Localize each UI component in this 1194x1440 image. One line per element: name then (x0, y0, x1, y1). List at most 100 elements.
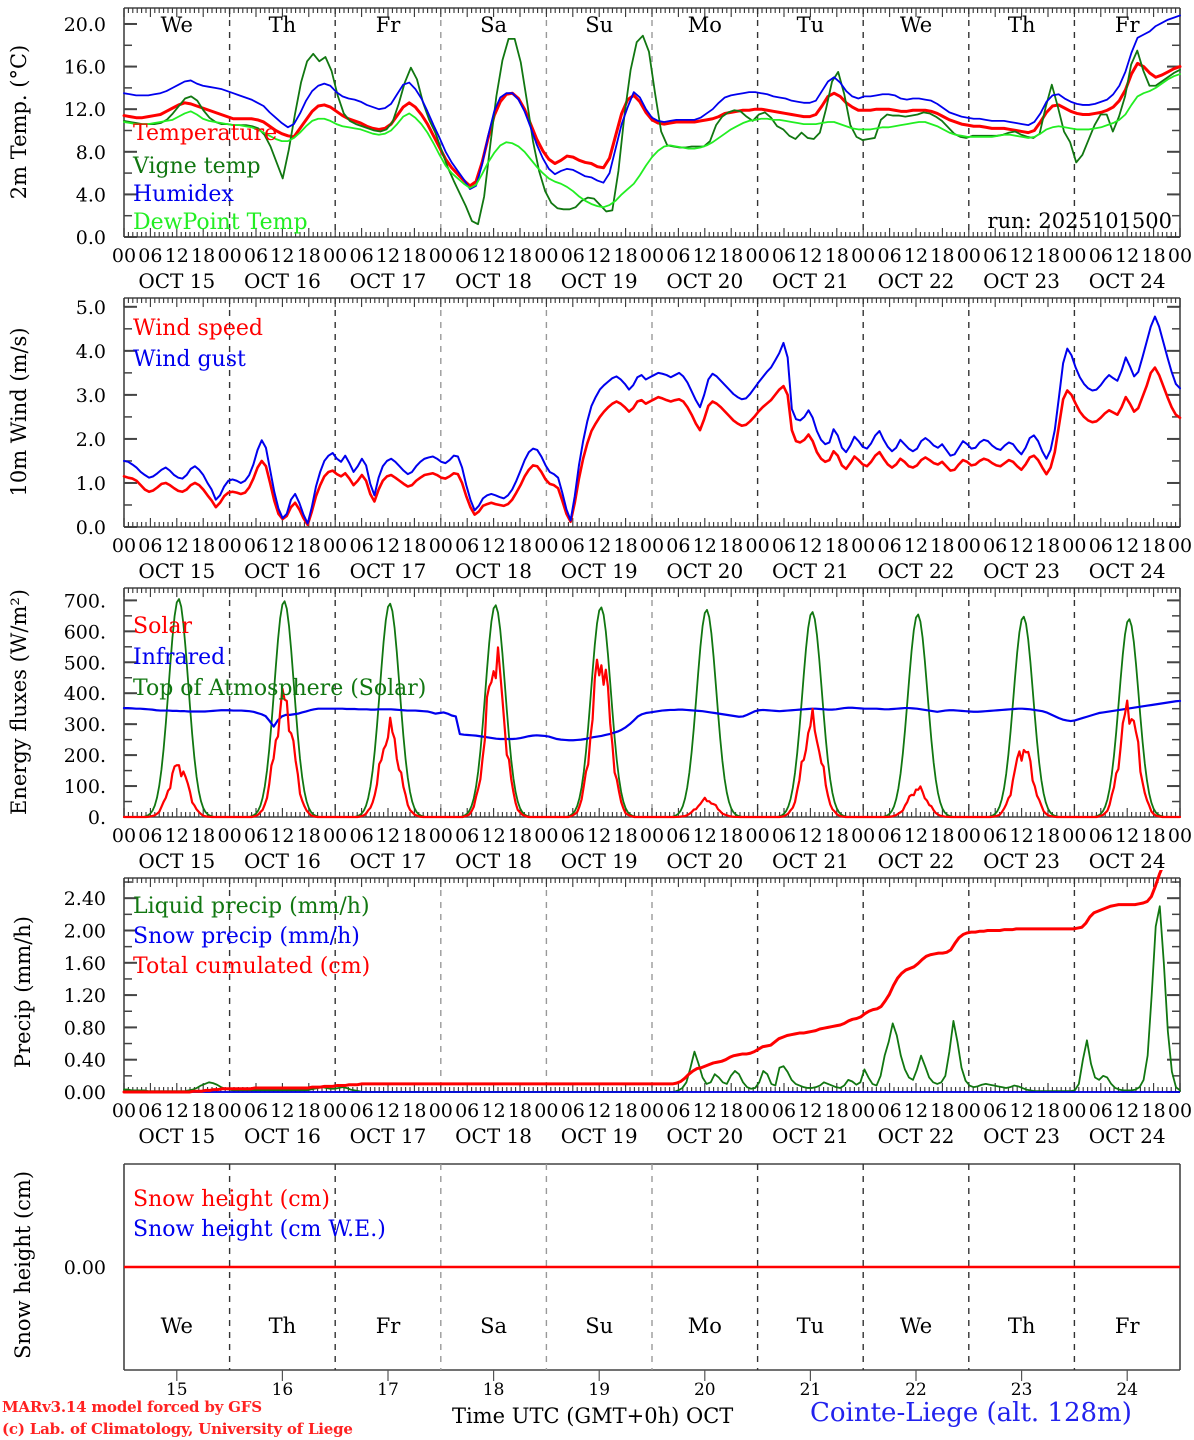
svg-text:18: 18 (930, 245, 954, 267)
svg-text:06: 06 (350, 1100, 374, 1122)
svg-text:12: 12 (270, 1100, 294, 1122)
energy-svg: Energy fluxes (W/m²) 0. 100. 200. 300. 400. 5… (7, 587, 1192, 870)
svg-text:06: 06 (878, 245, 902, 267)
svg-text:00: 00 (640, 245, 664, 267)
svg-text:OCT 23: OCT 23 (983, 269, 1060, 290)
svg-text:0.00: 0.00 (64, 1082, 106, 1104)
svg-text:12: 12 (587, 1100, 611, 1122)
snow-gridlines (228, 1164, 1076, 1370)
svg-text:06: 06 (244, 1100, 268, 1122)
svg-text:OCT 18: OCT 18 (455, 849, 532, 870)
x-axis-title: Time UTC (GMT+0h) OCT (452, 1404, 734, 1428)
svg-text:12: 12 (376, 535, 400, 557)
panel-energy-fluxes: Energy fluxes (W/m²) 0. 100. 200. 300. 400. 5… (0, 580, 1194, 870)
svg-text:00: 00 (534, 535, 558, 557)
svg-text:18: 18 (297, 825, 321, 847)
svg-text:1.0: 1.0 (76, 473, 106, 495)
svg-text:20.0: 20.0 (64, 14, 106, 36)
svg-text:12: 12 (376, 1100, 400, 1122)
svg-text:OCT 15: OCT 15 (138, 1124, 215, 1148)
svg-text:Fr: Fr (1115, 1314, 1141, 1338)
svg-text:18: 18 (614, 245, 638, 267)
svg-text:OCT 19: OCT 19 (561, 559, 638, 580)
svg-text:00: 00 (218, 245, 242, 267)
svg-text:OCT 18: OCT 18 (455, 1124, 532, 1148)
svg-text:Mo: Mo (688, 1314, 722, 1338)
svg-text:18: 18 (1036, 825, 1060, 847)
svg-text:12: 12 (376, 245, 400, 267)
svg-text:OCT 24: OCT 24 (1089, 269, 1166, 290)
svg-text:00: 00 (1062, 245, 1086, 267)
svg-text:2.0: 2.0 (76, 429, 106, 451)
svg-text:06: 06 (561, 825, 585, 847)
svg-text:06: 06 (455, 245, 479, 267)
svg-text:0.80: 0.80 (64, 1017, 106, 1039)
svg-text:18: 18 (1142, 825, 1166, 847)
svg-text:5.0: 5.0 (76, 297, 106, 319)
svg-text:OCT 21: OCT 21 (772, 849, 849, 870)
svg-text:Sa: Sa (480, 13, 507, 37)
svg-text:06: 06 (666, 535, 690, 557)
svg-text:18: 18 (483, 1380, 505, 1400)
svg-text:0.40: 0.40 (64, 1050, 106, 1072)
wind-x-ticks (123, 298, 1181, 527)
wind-ylabel: 10m Wind (m/s) (7, 327, 31, 496)
svg-text:06: 06 (878, 825, 902, 847)
svg-text:0.00: 0.00 (64, 1257, 106, 1279)
svg-text:06: 06 (244, 245, 268, 267)
svg-text:12: 12 (165, 1100, 189, 1122)
svg-text:12: 12 (904, 245, 928, 267)
svg-text:18: 18 (402, 1100, 426, 1122)
svg-text:06: 06 (1089, 1100, 1113, 1122)
svg-text:OCT 24: OCT 24 (1089, 1124, 1166, 1148)
svg-text:OCT 17: OCT 17 (350, 269, 427, 290)
svg-text:1.20: 1.20 (64, 985, 106, 1007)
svg-text:18: 18 (297, 245, 321, 267)
snow-ylabel: Snow height (cm) (11, 1171, 35, 1359)
svg-text:00: 00 (851, 825, 875, 847)
model-credit-line2: (c) Lab. of Climatology, University of L… (2, 1420, 353, 1438)
svg-text:20: 20 (694, 1380, 716, 1400)
svg-text:06: 06 (138, 535, 162, 557)
svg-text:00: 00 (429, 825, 453, 847)
svg-text:12: 12 (798, 825, 822, 847)
svg-text:OCT 16: OCT 16 (244, 1124, 321, 1148)
svg-text:00: 00 (429, 245, 453, 267)
svg-text:12: 12 (798, 1100, 822, 1122)
svg-text:06: 06 (666, 1100, 690, 1122)
svg-text:OCT 23: OCT 23 (983, 849, 1060, 870)
svg-text:00: 00 (429, 535, 453, 557)
temperature-ylabel: 2m Temp. (°C) (7, 45, 31, 199)
svg-text:OCT 17: OCT 17 (350, 1124, 427, 1148)
svg-text:18: 18 (719, 535, 743, 557)
svg-text:200.: 200. (64, 745, 106, 767)
svg-text:0.0: 0.0 (76, 517, 106, 539)
svg-text:00: 00 (112, 1100, 136, 1122)
svg-text:12: 12 (1010, 1100, 1034, 1122)
svg-text:12: 12 (165, 535, 189, 557)
svg-text:00: 00 (957, 825, 981, 847)
svg-text:06: 06 (772, 245, 796, 267)
svg-text:06: 06 (1089, 825, 1113, 847)
svg-text:18: 18 (191, 825, 215, 847)
panel-precip: Precip (mm/h) 0.00 0.40 0.80 1.20 1.60 2.00 2.… (0, 870, 1194, 1160)
svg-text:Fr: Fr (1115, 13, 1141, 37)
svg-text:100.: 100. (64, 776, 106, 798)
svg-text:00: 00 (957, 245, 981, 267)
svg-text:OCT 18: OCT 18 (455, 269, 532, 290)
svg-text:12: 12 (1010, 245, 1034, 267)
svg-text:00: 00 (534, 825, 558, 847)
model-credit-line1: MARv3.14 model forced by GFS (2, 1398, 262, 1416)
svg-text:06: 06 (561, 535, 585, 557)
panel-snow-height: Snow height (cm) 0.00 We Th Fr Sa Su Mo Tu We Th… (0, 1155, 1194, 1440)
svg-text:Th: Th (269, 13, 297, 37)
svg-text:00: 00 (429, 1100, 453, 1122)
svg-text:12.0: 12.0 (64, 99, 106, 121)
precip-y-ticks: 0.00 0.40 0.80 1.20 1.60 2.00 2.40 (64, 881, 1180, 1104)
svg-text:06: 06 (772, 1100, 796, 1122)
legend-liquid-precip: Liquid precip (mm/h) (133, 894, 370, 919)
svg-text:18: 18 (402, 245, 426, 267)
svg-text:06: 06 (244, 825, 268, 847)
